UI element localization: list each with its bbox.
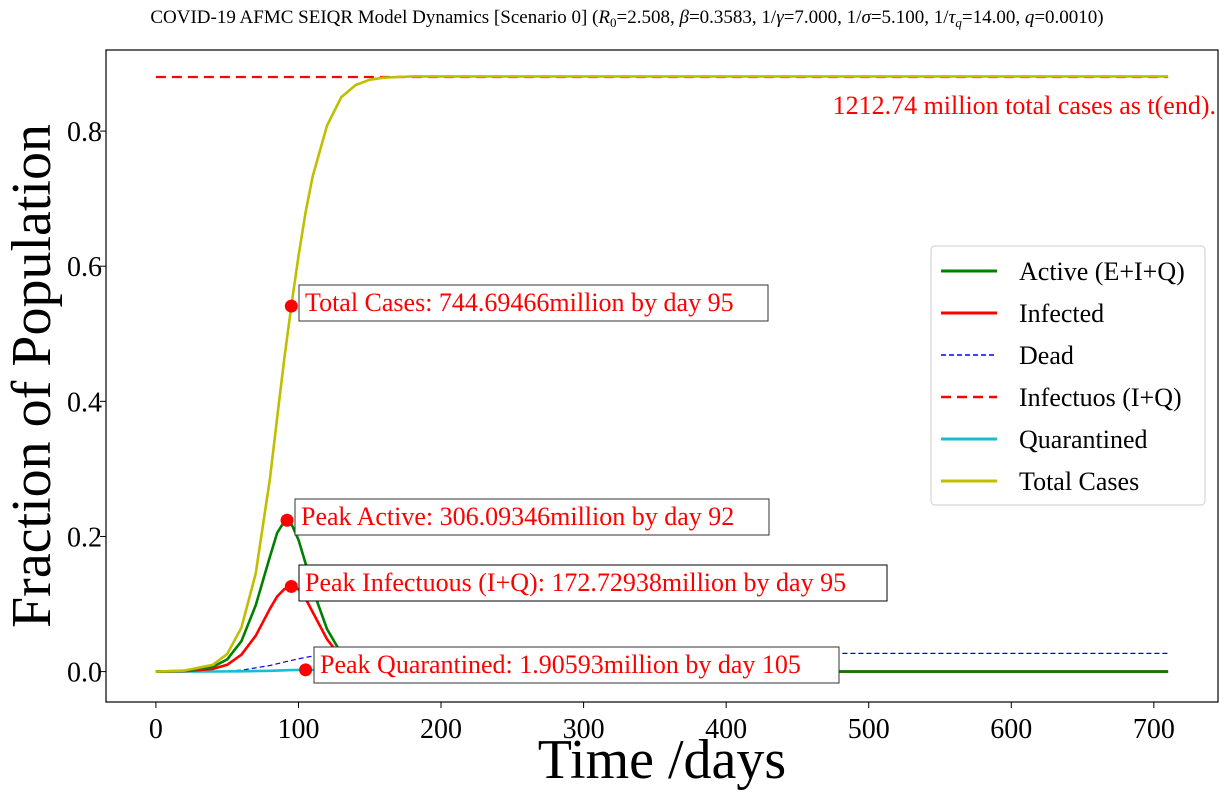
legend: Active (E+I+Q) Infected Dead Infectuos (I+Q… — [930, 245, 1206, 506]
annotation-peak-active-text: Peak Active: 306.09346million by day 92 — [301, 502, 734, 531]
x-tick-label: 600 — [990, 714, 1032, 745]
legend-label-total-cases: Total Cases — [1019, 467, 1139, 496]
annotation-total-cases-text: Total Cases: 744.69466million by day 95 — [305, 288, 734, 317]
y-axis-ticks: 0.0 0.2 0.4 0.6 0.8 — [67, 117, 106, 689]
y-tick-label: 0.4 — [67, 387, 102, 418]
legend-label-active-e-i-q: Active (E+I+Q) — [1019, 257, 1185, 286]
x-axis-label: Time /days — [538, 729, 786, 791]
x-axis-ticks: 0 100 200 300 400 500 600 700 — [149, 702, 1175, 745]
annotation-peak-quarantined-text: Peak Quarantined: 1.90593million by day … — [320, 650, 801, 679]
chart-title: COVID-19 AFMC SEIQR Model Dynamics [Scen… — [150, 7, 1103, 30]
x-tick-label: 0 — [149, 714, 163, 745]
legend-label-infected: Infected — [1019, 299, 1104, 328]
marker-peak-infectuous — [284, 579, 298, 593]
legend-label-quarantined: Quarantined — [1019, 425, 1148, 454]
peak-markers — [280, 299, 313, 677]
y-tick-label: 0.8 — [67, 117, 102, 148]
annotation-peak-active: Peak Active: 306.09346million by day 92 — [294, 498, 770, 536]
plot-frame — [105, 49, 1219, 703]
y-tick-label: 0.6 — [67, 252, 102, 283]
marker-peak-total-cases — [284, 299, 298, 313]
annotation-peak-quarantined: Peak Quarantined: 1.90593million by day … — [313, 646, 840, 684]
annotation-total-cases: Total Cases: 744.69466million by day 95 — [298, 284, 769, 322]
x-tick-label: 400 — [705, 714, 747, 745]
y-axis-label: Fraction of Population — [1, 124, 63, 628]
x-tick-label: 500 — [848, 714, 890, 745]
series-line-total-cases — [155, 75, 1169, 673]
x-tick-label: 100 — [277, 714, 319, 745]
marker-peak-active — [280, 513, 294, 527]
annotation-peak-infectuous-text: Peak Infectuous (I+Q): 172.72938million … — [305, 568, 846, 597]
legend-label-dead: Dead — [1019, 341, 1074, 370]
y-tick-label: 0.2 — [67, 522, 102, 553]
annotation-peak-infectuous: Peak Infectuous (I+Q): 172.72938million … — [298, 564, 888, 602]
y-tick-label: 0.0 — [67, 658, 102, 689]
x-tick-label: 700 — [1133, 714, 1175, 745]
x-tick-label: 200 — [420, 714, 462, 745]
x-tick-label: 300 — [563, 714, 605, 745]
marker-peak-quarantined — [299, 663, 313, 677]
legend-label-infectuos-i-q: Infectuos (I+Q) — [1019, 383, 1182, 412]
annotation-total-end: 1212.74 million total cases as t(end). — [833, 91, 1216, 120]
